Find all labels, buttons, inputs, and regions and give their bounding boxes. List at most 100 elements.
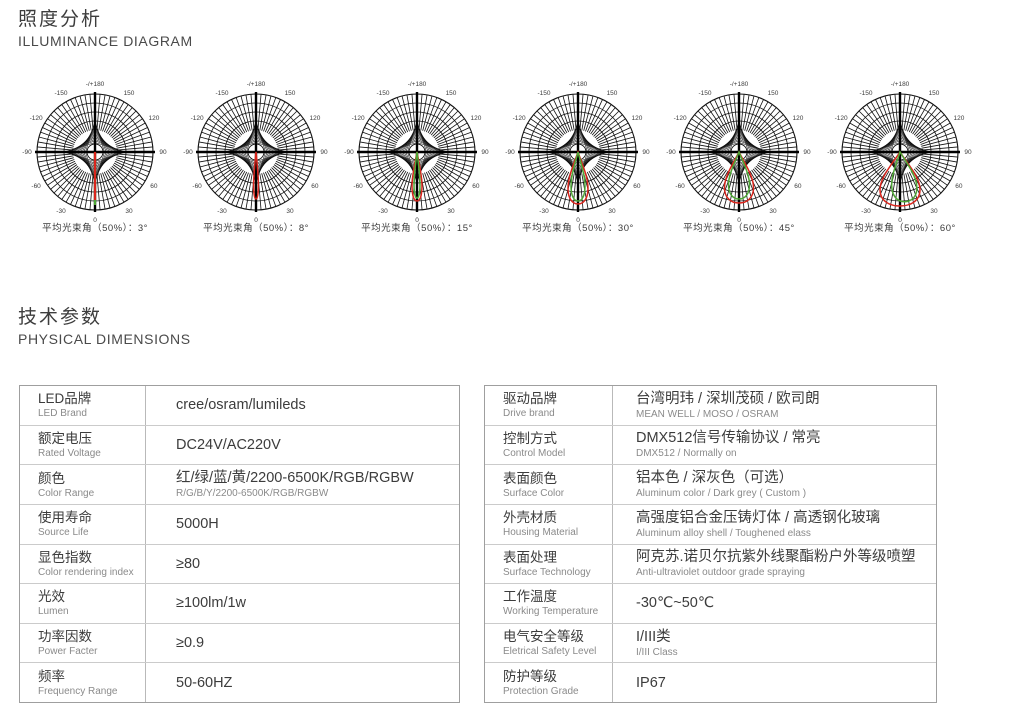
- spec-label-cn: 额定电压: [38, 430, 92, 446]
- angle-label: 0: [737, 217, 741, 224]
- beam-angle-caption: 平均光束角（50%）：30°: [522, 223, 634, 234]
- spec-row: 控制方式 Control Model DMX512信号传输协议 / 常亮 DMX512…: [485, 425, 936, 466]
- angle-label: 90: [642, 149, 650, 156]
- spec-label-en: Power Facter: [38, 646, 98, 658]
- spec-row: 表面处理 Surface Technology 阿克苏.诺贝尔抗紫外线聚酯粉户外等级…: [485, 544, 936, 585]
- parameters-title-en: PHYSICAL DIMENSIONS: [18, 331, 191, 347]
- spec-label-cn: 频率: [38, 668, 65, 684]
- spec-value: 高强度铝合金压铸灯体 / 高透钢化玻璃: [636, 509, 881, 526]
- spec-label-en: Color Range: [38, 487, 95, 499]
- spec-value-cell: 红/绿/蓝/黄/2200-6500K/RGB/RGBW R/G/B/Y/2200-…: [146, 465, 459, 504]
- angle-label: -90: [183, 149, 193, 156]
- spec-label-cell: 表面处理 Surface Technology: [485, 544, 613, 584]
- spec-label-en: Color rendering index: [38, 566, 134, 578]
- spec-label-en: Source Life: [38, 527, 89, 539]
- spec-row: 颜色 Color Range 红/绿/蓝/黄/2200-6500K/RGB/RGBW…: [20, 465, 459, 505]
- beam-angle-caption: 平均光束角（50%）：3°: [42, 223, 148, 234]
- spec-label-cn: 外壳材质: [503, 510, 557, 526]
- angle-label: 90: [803, 149, 811, 156]
- spec-value-cell: 50-60HZ: [146, 663, 459, 702]
- angle-label: 120: [309, 115, 320, 122]
- beam-lobe: [411, 151, 423, 202]
- spec-label-cell: 防护等级 Protection Grade: [485, 663, 613, 702]
- angle-label: -/+180: [86, 81, 105, 88]
- spec-row: 显色指数 Color rendering index ≥80: [20, 544, 459, 585]
- spec-value-cell: ≥80: [146, 545, 459, 584]
- spec-row: 使用寿命 Source Life 5000H: [20, 504, 459, 545]
- spec-label-en: Eletrical Safety Level: [503, 646, 597, 658]
- beam-lobe: [727, 149, 751, 200]
- spec-value-cell: 台湾明玮 / 深圳茂硕 / 欧司朗 MEAN WELL / MOSO / OSRA…: [613, 386, 936, 425]
- angle-label: 60: [150, 183, 158, 190]
- angle-label: -120: [30, 115, 43, 122]
- angle-label: -150: [698, 90, 711, 97]
- angle-label: -90: [344, 149, 354, 156]
- spec-label-cell: 频率 Frequency Range: [20, 663, 146, 702]
- spec-value-cell: IP67: [613, 663, 936, 702]
- angle-label: 120: [792, 115, 803, 122]
- angle-label: -120: [191, 115, 204, 122]
- beam-angle-caption: 平均光束角（50%）：8°: [203, 223, 309, 234]
- beam-lobe: [879, 150, 921, 207]
- spec-label-en: Surface Color: [503, 487, 565, 499]
- spec-label-cell: 表面颜色 Surface Color: [485, 465, 613, 504]
- beam-lobe: [567, 149, 589, 205]
- spec-label-cn: 光效: [38, 589, 65, 605]
- spec-row: 额定电压 Rated Voltage DC24V/AC220V: [20, 425, 459, 466]
- angle-label: 90: [159, 149, 167, 156]
- polar-diagram-block: -/+180 150 -150 120 -120 90 -90 60 -60 30 -30 0 平均光束…: [176, 72, 336, 244]
- angle-label: 0: [898, 217, 902, 224]
- spec-label-cn: 防护等级: [503, 668, 557, 684]
- spec-value: IP67: [636, 674, 666, 691]
- angle-label: -60: [192, 183, 202, 190]
- spec-label-cn: LED品牌: [38, 391, 92, 407]
- spec-label-en: Lumen: [38, 606, 69, 618]
- spec-value: 5000H: [176, 516, 219, 533]
- spec-table-right: 驱动品牌 Drive brand 台湾明玮 / 深圳茂硕 / 欧司朗 MEAN WEL…: [484, 385, 937, 703]
- angle-label: 90: [964, 149, 972, 156]
- angle-label: 120: [631, 115, 642, 122]
- polar-diagram: -/+180 150 -150 120 -120 90 -90 60 -60 30 -30 0: [22, 81, 167, 224]
- angle-label: 120: [953, 115, 964, 122]
- spec-value-cell: 阿克苏.诺贝尔抗紫外线聚酯粉户外等级喷塑 Anti-ultraviolet out…: [613, 545, 936, 584]
- angle-label: -/+180: [891, 81, 910, 88]
- polar-diagram: -/+180 150 -150 120 -120 90 -90 60 -60 30 -30 0: [505, 81, 650, 224]
- spec-value: 铝本色 / 深灰色（可选）: [636, 470, 794, 487]
- angle-label: -60: [675, 183, 685, 190]
- spec-label-cell: 外壳材质 Housing Material: [485, 504, 613, 544]
- spec-label-cn: 工作温度: [503, 589, 557, 605]
- polar-diagram-block: -/+180 150 -150 120 -120 90 -90 60 -60 30 -30 0 平均光束…: [15, 72, 175, 244]
- angle-label: -90: [505, 149, 515, 156]
- angle-label: -30: [700, 208, 710, 215]
- angle-label: -30: [861, 208, 871, 215]
- physical-dimensions-header: 技术参数 PHYSICAL DIMENSIONS: [18, 306, 191, 349]
- beam-angle-caption: 平均光束角（50%）：60°: [844, 223, 956, 234]
- spec-value-sub: Anti-ultraviolet outdoor grade spraying: [636, 567, 805, 579]
- angle-label: 30: [125, 208, 133, 215]
- spec-value: 台湾明玮 / 深圳茂硕 / 欧司朗: [636, 390, 820, 407]
- spec-value-sub: Aluminum alloy shell / Toughened elass: [636, 527, 811, 539]
- spec-label-cn: 控制方式: [503, 430, 557, 446]
- polar-diagram-block: -/+180 150 -150 120 -120 90 -90 60 -60 30 -30 0 平均光束…: [820, 72, 980, 244]
- spec-value-cell: -30℃~50℃: [613, 584, 936, 623]
- spec-row: 频率 Frequency Range 50-60HZ: [20, 663, 459, 702]
- spec-label-cn: 表面处理: [503, 549, 557, 565]
- spec-label-cell: 驱动品牌 Drive brand: [485, 386, 613, 425]
- angle-label: 30: [930, 208, 938, 215]
- beam-angle-caption: 平均光束角（50%）：45°: [683, 223, 795, 234]
- spec-value-sub: R/G/B/Y/2200-6500K/RGB/RGBW: [176, 488, 329, 500]
- spec-label-cn: 电气安全等级: [503, 629, 584, 645]
- spec-label-cell: 控制方式 Control Model: [485, 425, 613, 465]
- angle-label: 0: [93, 217, 97, 224]
- spec-label-en: Drive brand: [503, 408, 555, 420]
- angle-label: -150: [54, 90, 67, 97]
- angle-label: 0: [415, 217, 419, 224]
- angle-label: 120: [148, 115, 159, 122]
- spec-value: DMX512信号传输协议 / 常亮: [636, 430, 821, 447]
- angle-label: 0: [254, 217, 258, 224]
- angle-label: -60: [353, 183, 363, 190]
- angle-label: 60: [633, 183, 641, 190]
- spec-value-sub: I/III Class: [636, 646, 678, 658]
- angle-label: -150: [537, 90, 550, 97]
- polar-diagram: -/+180 150 -150 120 -120 90 -90 60 -60 30 -30 0: [183, 81, 328, 224]
